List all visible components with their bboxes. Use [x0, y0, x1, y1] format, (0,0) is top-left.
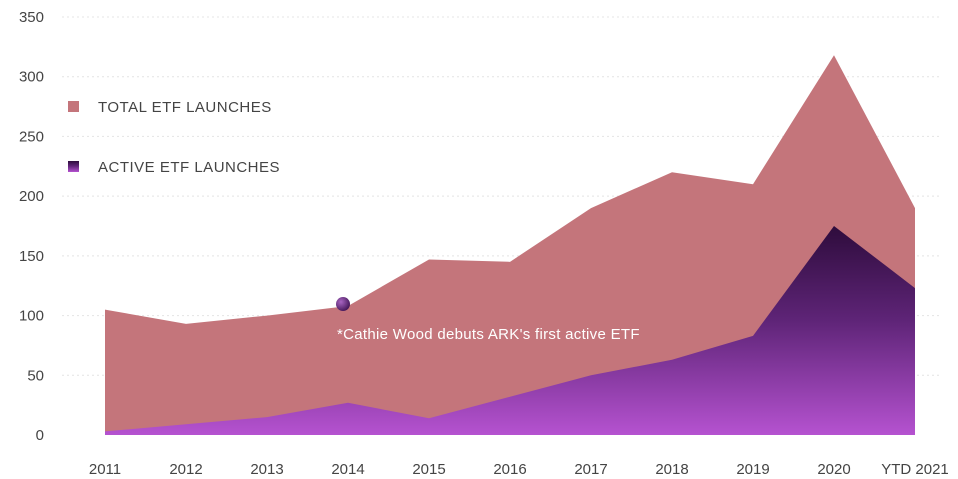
x-tick-label: 2011	[89, 461, 121, 478]
y-tick-label: 0	[36, 427, 44, 444]
legend-label-active: ACTIVE ETF LAUNCHES	[98, 159, 280, 176]
y-tick-label: 200	[19, 188, 44, 205]
legend-label-total: TOTAL ETF LAUNCHES	[98, 99, 272, 116]
x-tick-label: 2013	[250, 461, 283, 478]
x-tick-label: 2019	[736, 461, 769, 478]
active-etf-area	[105, 226, 915, 435]
x-tick-label: 2020	[817, 461, 850, 478]
x-axis-ticks: 2011 2012 2013 2014 2015 2016 2017 2018 2019 2020…	[89, 461, 949, 478]
total-etf-area	[105, 55, 915, 436]
y-tick-label: 250	[19, 128, 44, 145]
x-tick-label: YTD 2021	[881, 461, 949, 478]
plot-areas	[105, 55, 915, 436]
annotation: *Cathie Wood debuts ARK's first active E…	[336, 297, 640, 343]
x-tick-label: 2014	[331, 461, 364, 478]
legend: TOTAL ETF LAUNCHES ACTIVE ETF LAUNCHES	[68, 99, 280, 176]
x-tick-label: 2017	[574, 461, 607, 478]
y-axis-ticks: 0 50 100 150 200 250 300 350	[19, 9, 44, 444]
annotation-marker	[336, 297, 350, 312]
x-tick-label: 2018	[655, 461, 688, 478]
x-tick-label: 2015	[412, 461, 445, 478]
y-tick-label: 300	[19, 69, 44, 86]
y-tick-label: 100	[19, 308, 44, 325]
legend-swatch-total	[68, 101, 79, 112]
annotation-text: *Cathie Wood debuts ARK's first active E…	[337, 326, 640, 343]
x-tick-label: 2016	[493, 461, 526, 478]
y-tick-label: 50	[27, 367, 44, 384]
legend-swatch-active	[68, 161, 79, 172]
x-tick-label: 2012	[169, 461, 202, 478]
y-tick-label: 150	[19, 248, 44, 265]
y-tick-label: 350	[19, 9, 44, 26]
